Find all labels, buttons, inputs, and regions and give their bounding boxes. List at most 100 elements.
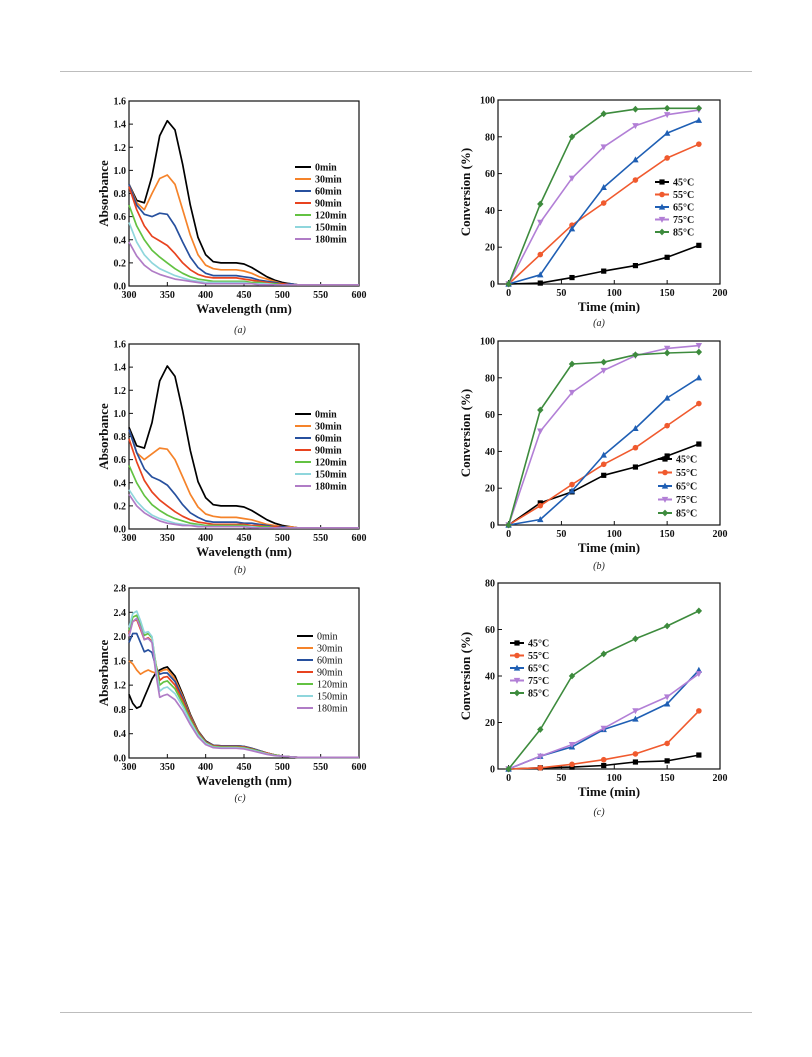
legend-marker	[659, 179, 665, 185]
x-tick-label: 500	[275, 290, 290, 301]
x-tick-label: 100	[607, 529, 622, 540]
series-line	[508, 244, 700, 285]
series-line	[128, 241, 359, 286]
legend-label: 120min	[317, 680, 348, 691]
x-axis-label: Time (min)	[578, 540, 640, 555]
y-tick-label: 0.6	[114, 212, 127, 223]
data-point	[600, 461, 607, 468]
data-point	[601, 762, 607, 769]
y-tick-label: 40	[485, 672, 495, 683]
legend-label: 30min	[315, 422, 342, 433]
x-axis-label: Wavelength (nm)	[196, 544, 292, 559]
y-tick-label: 20	[485, 718, 495, 729]
plot-area: 300 350 400 450 500 550 600 0.0 0.4 0.8 1.2 1.6 2.0 2…	[114, 584, 367, 774]
x-tick-label: 300	[122, 533, 137, 544]
legend-label: 55°C	[528, 651, 549, 662]
legend-label: 180min	[317, 704, 348, 715]
data-point	[600, 144, 607, 151]
y-axis-label: Conversion (%)	[458, 632, 473, 720]
data-point	[695, 116, 703, 123]
legend-marker	[658, 203, 666, 210]
y-axis-label: Absorbance	[96, 160, 111, 227]
data-point	[663, 112, 671, 119]
y-tick-label: 0.0	[114, 525, 127, 536]
axes-frame	[497, 99, 721, 285]
x-tick-label: 400	[198, 533, 213, 544]
x-tick-label: 50	[556, 288, 566, 299]
x-tick-label: 550	[313, 762, 328, 773]
data-point	[663, 394, 671, 401]
legend-label: 120min	[315, 211, 347, 222]
legend-label: 0min	[315, 410, 337, 421]
data-point	[537, 280, 543, 286]
data-point	[537, 502, 544, 509]
series-180min	[128, 493, 359, 529]
data-point	[663, 700, 671, 707]
legend: 45°C55°C65°C75°C85°C	[655, 178, 694, 239]
y-tick-label: 0.0	[114, 754, 127, 765]
data-point	[632, 759, 639, 765]
legend-marker	[661, 496, 669, 503]
y-tick-label: 60	[485, 625, 495, 636]
y-axis-label: Conversion (%)	[458, 148, 473, 236]
figure-caption: (a)	[593, 318, 605, 329]
data-point	[600, 451, 607, 458]
legend-marker	[659, 191, 665, 198]
y-tick-label: 100	[480, 96, 495, 107]
x-tick-label: 550	[313, 533, 328, 544]
data-point	[537, 271, 544, 278]
data-point	[568, 487, 576, 494]
legend-marker	[513, 689, 521, 697]
data-point	[632, 464, 639, 470]
data-point	[568, 360, 576, 368]
data-point	[632, 425, 639, 431]
legend-label: 85°C	[673, 228, 694, 239]
y-tick-label: 1.6	[114, 656, 127, 667]
series-85°C	[505, 348, 703, 529]
data-point	[695, 343, 703, 349]
data-point	[600, 358, 607, 366]
legend-marker	[513, 677, 521, 684]
legend: 45°C55°C65°C75°C85°C	[658, 455, 697, 520]
data-point	[664, 758, 670, 764]
y-tick-label: 0	[490, 765, 495, 776]
legend-marker	[514, 652, 520, 659]
y-tick-label: 0.4	[114, 478, 127, 489]
data-point	[600, 184, 607, 190]
y-tick-label: 0.0	[114, 282, 127, 293]
y-tick-label: 0	[490, 280, 495, 291]
x-tick-label: 150	[660, 773, 675, 784]
legend-marker	[662, 469, 668, 476]
legend-label: 85°C	[676, 509, 697, 520]
data-point	[600, 756, 607, 763]
figure-caption: (c)	[593, 807, 605, 818]
x-axis-label: Time (min)	[578, 299, 640, 314]
figure-caption: (c)	[234, 793, 246, 804]
figure-caption: (b)	[234, 565, 246, 576]
data-point	[632, 708, 639, 715]
bottom-rule	[60, 1012, 752, 1013]
y-tick-label: 0	[490, 521, 495, 532]
x-tick-label: 0	[506, 529, 511, 540]
data-point	[632, 635, 639, 643]
y-tick-label: 100	[480, 337, 495, 348]
series-65°C	[505, 116, 703, 287]
y-tick-label: 0.4	[114, 729, 127, 740]
data-point	[632, 105, 639, 113]
plot-area: 0 50 100 150 200 0 20 40 60 80 100	[480, 96, 728, 300]
data-point	[568, 133, 576, 141]
y-tick-label: 2.8	[114, 584, 127, 595]
axes-frame	[497, 340, 721, 526]
x-tick-label: 300	[122, 290, 137, 301]
data-point	[569, 761, 575, 768]
data-point	[632, 177, 639, 183]
y-tick-label: 0.8	[114, 705, 127, 716]
series-180min	[128, 241, 359, 286]
data-point	[696, 441, 702, 447]
legend-label: 85°C	[528, 689, 549, 700]
y-tick-label: 20	[485, 243, 495, 254]
data-point	[537, 516, 544, 523]
